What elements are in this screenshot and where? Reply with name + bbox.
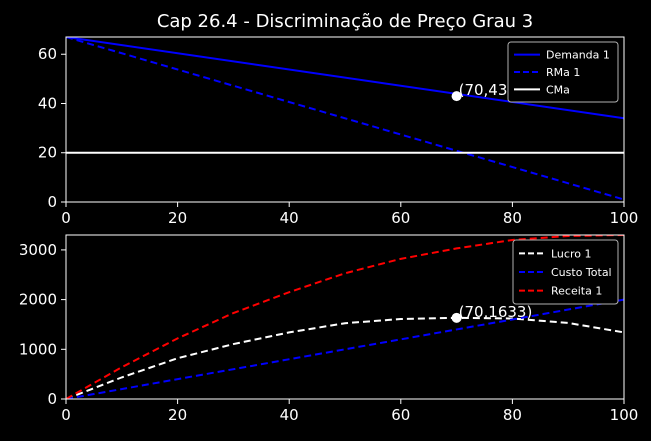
x-tick-label: 40 (280, 209, 299, 227)
x-tick-label: 100 (610, 406, 639, 424)
x-tick-label: 0 (61, 406, 71, 424)
y-tick-label: 0 (47, 390, 57, 408)
x-tick-label: 20 (168, 209, 187, 227)
series-line-lucro-1 (66, 316, 624, 399)
marked-point-2 (451, 312, 462, 323)
axes-frame-1 (65, 36, 625, 203)
x-tick-label: 60 (391, 406, 410, 424)
legend-2: Lucro 1 Custo Total Receita 1 (512, 239, 619, 305)
legend-box (512, 239, 619, 305)
legend-label: RMa 1 (546, 66, 580, 79)
legend-label: Lucro 1 (551, 247, 591, 260)
y-tick-label: 2000 (19, 291, 57, 309)
x-tick-label: 0 (61, 209, 71, 227)
y-tick-label: 40 (38, 94, 57, 112)
legend-label: Receita 1 (551, 285, 602, 298)
legend-1: Demanda 1 RMa 1 CMa (507, 41, 619, 103)
x-tick-label: 20 (168, 406, 187, 424)
legend-label: Custo Total (551, 266, 612, 279)
series-line-rma-1 (66, 37, 624, 201)
point-label-1: (70,43) (459, 81, 514, 99)
axes-frame-2 (65, 234, 625, 400)
legend-box (507, 41, 619, 103)
series-line-custo-total (66, 298, 624, 399)
x-tick-label: 40 (280, 406, 299, 424)
x-tick-label: 80 (503, 406, 522, 424)
series-line-demanda-1 (66, 37, 624, 120)
y-tick-label: 20 (38, 144, 57, 162)
x-tick-label: 80 (503, 209, 522, 227)
x-tick-label: 100 (610, 209, 639, 227)
y-tick-label: 60 (38, 45, 57, 63)
marked-point-1 (451, 91, 462, 102)
x-tick-label: 60 (391, 209, 410, 227)
y-tick-label: 1000 (19, 340, 57, 358)
legend-label: CMa (546, 83, 570, 96)
legend-label: Demanda 1 (546, 49, 610, 62)
point-label-2: (70,1633) (459, 303, 533, 321)
panel-1: (70,43) 0 20 40 60 80 100 0 20 40 60 Demanda 1 RMa 1… (38, 36, 639, 227)
series-line-receita-1 (66, 235, 624, 399)
y-tick-label: 0 (47, 193, 57, 211)
plot-area-2 (66, 235, 624, 399)
y-tick-label: 3000 (19, 241, 57, 259)
chart-title: Cap 26.4 - Discriminação de Preço Grau 3 (157, 11, 533, 32)
plot-area-1 (66, 37, 624, 201)
